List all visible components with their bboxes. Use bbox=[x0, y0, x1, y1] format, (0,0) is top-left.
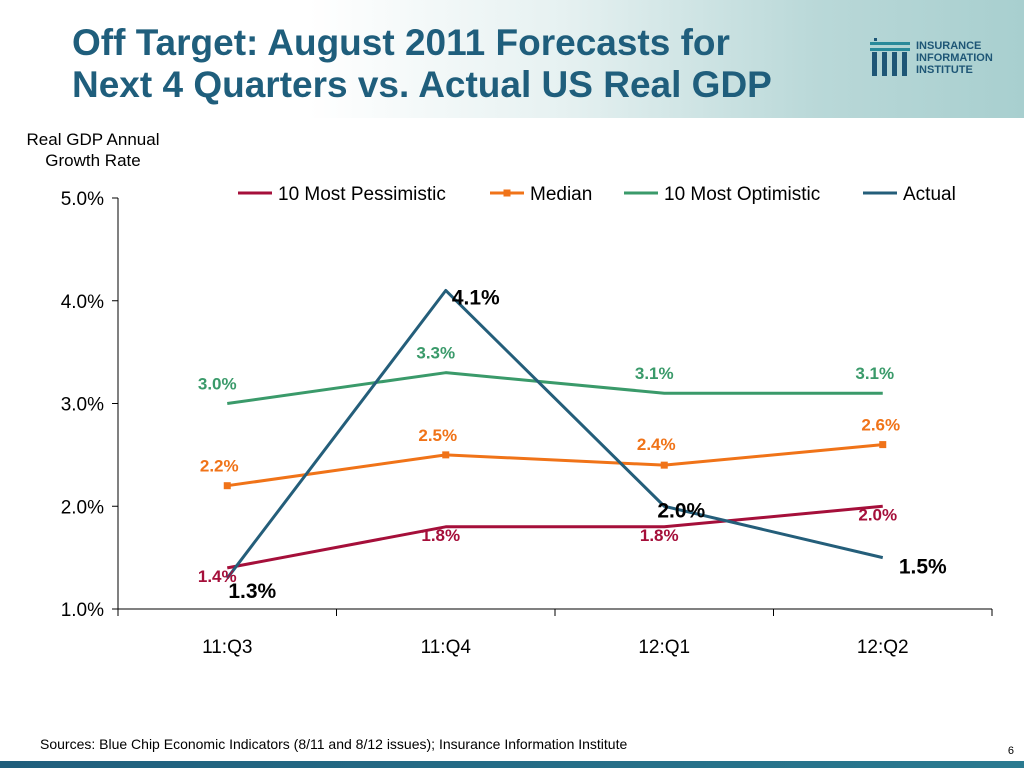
data-label: 3.0% bbox=[198, 375, 237, 394]
data-label: 2.6% bbox=[861, 416, 900, 435]
data-label: 1.5% bbox=[899, 556, 947, 579]
legend-label: Actual bbox=[903, 184, 956, 205]
x-tick-label: 12:Q1 bbox=[638, 637, 690, 658]
legend-label: Median bbox=[530, 184, 592, 205]
iii-logo: INSURANCE INFORMATION INSTITUTE bbox=[868, 36, 1018, 80]
series-line-3 bbox=[226, 288, 884, 580]
series-marker-1 bbox=[223, 482, 231, 490]
x-tick-label: 11:Q4 bbox=[421, 637, 472, 658]
data-label: 2.4% bbox=[637, 435, 676, 454]
data-label: 1.4% bbox=[198, 567, 237, 586]
data-label: 3.1% bbox=[635, 364, 674, 383]
title-line-2: Next 4 Quarters vs. Actual US Real GDP bbox=[72, 64, 772, 105]
logo-text: INSURANCE INFORMATION INSTITUTE bbox=[916, 40, 993, 76]
header-band bbox=[0, 0, 1024, 118]
y-tick-label: 5.0% bbox=[61, 189, 104, 210]
bottom-bar bbox=[0, 761, 1024, 768]
series-line-1 bbox=[227, 443, 883, 488]
data-label: 2.5% bbox=[418, 426, 457, 445]
data-label: 3.1% bbox=[855, 364, 894, 383]
x-tick-label: 11:Q3 bbox=[202, 637, 252, 658]
data-label: 2.0% bbox=[858, 505, 897, 524]
logo-line-3: INSTITUTE bbox=[916, 64, 973, 76]
title-line-1: Off Target: August 2011 Forecasts for bbox=[72, 22, 730, 63]
y-axis-title-line-1: Real GDP Annual bbox=[26, 130, 160, 149]
logo-line-2: INFORMATION bbox=[916, 52, 993, 64]
data-label: 1.8% bbox=[421, 526, 460, 545]
iii-logo-icon bbox=[870, 38, 910, 76]
slide-title: Off Target: August 2011 Forecasts for Ne… bbox=[72, 22, 852, 106]
series-marker-1 bbox=[442, 451, 450, 459]
x-tick-label: 12:Q2 bbox=[857, 637, 909, 658]
legend-label: 10 Most Optimistic bbox=[664, 184, 820, 205]
data-label: 1.8% bbox=[640, 526, 679, 545]
data-label: 3.3% bbox=[416, 344, 455, 363]
series-line-0 bbox=[226, 504, 883, 570]
y-axis-title: Real GDP Annual Growth Rate bbox=[8, 129, 178, 171]
series-marker-1 bbox=[660, 461, 668, 469]
logo-line-1: INSURANCE bbox=[916, 40, 982, 52]
y-tick-label: 3.0% bbox=[61, 395, 104, 416]
y-tick-label: 2.0% bbox=[61, 497, 104, 518]
data-label: 2.2% bbox=[200, 457, 239, 476]
sources-note: Sources: Blue Chip Economic Indicators (… bbox=[40, 736, 628, 752]
page-number: 6 bbox=[1007, 745, 1014, 757]
data-label: 4.1% bbox=[452, 286, 500, 309]
data-label: 2.0% bbox=[657, 499, 705, 522]
data-label: 1.3% bbox=[228, 580, 276, 603]
series-marker-1 bbox=[879, 441, 887, 449]
y-axis-title-line-2: Growth Rate bbox=[45, 151, 141, 170]
legend-marker-1 bbox=[503, 189, 511, 197]
y-tick-label: 4.0% bbox=[61, 292, 104, 313]
legend-label: 10 Most Pessimistic bbox=[278, 184, 446, 205]
series-line-2 bbox=[227, 371, 883, 405]
y-tick-label: 1.0% bbox=[61, 600, 104, 621]
